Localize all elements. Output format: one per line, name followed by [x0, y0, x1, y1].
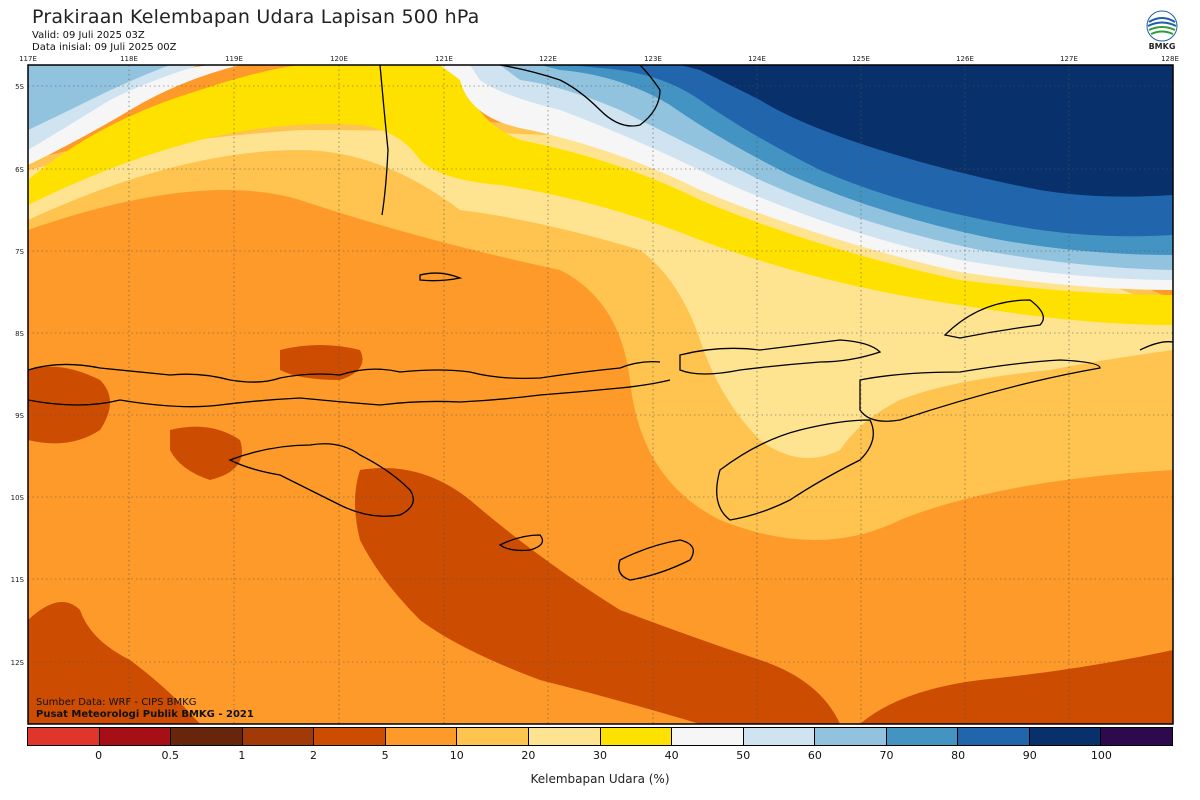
lat-label: 12S	[11, 659, 25, 667]
legend-tick-label: 80	[951, 749, 966, 762]
legend-swatch	[672, 728, 744, 745]
lat-label: 11S	[11, 576, 25, 584]
legend-swatch	[28, 728, 100, 745]
region-lightblue2-left	[28, 65, 170, 130]
legend-swatch	[99, 728, 172, 745]
coast-nusa-tenggara-north	[28, 360, 661, 383]
lon-label: 120E	[330, 55, 348, 63]
legend-swatch	[743, 728, 816, 745]
legend-swatch	[958, 728, 1030, 745]
region-yellow	[28, 65, 1173, 325]
init-time: Data inisial: 09 Juli 2025 00Z	[32, 42, 177, 53]
bmkg-logo-icon	[1146, 10, 1178, 42]
legend-swatch	[600, 728, 673, 745]
legend-tick-label: 100	[1090, 749, 1112, 762]
coast-sawu	[498, 534, 544, 552]
graticule	[28, 65, 1173, 724]
legend-swatch	[314, 728, 386, 745]
lon-label: 125E	[852, 55, 870, 63]
region-darkorange-south	[355, 468, 840, 724]
lat-label: 9S	[15, 412, 24, 420]
lon-label: 127E	[1060, 55, 1078, 63]
legend-tick-label: 50	[736, 749, 751, 762]
organization: Pusat Meteorologi Publik BMKG - 2021	[36, 709, 254, 720]
legend-swatch	[886, 728, 959, 745]
valid-time: Valid: 09 Juli 2025 03Z	[32, 30, 145, 41]
coast-wetar	[943, 299, 1044, 339]
legend-swatch	[385, 728, 458, 745]
legend-tick-label: 60	[807, 749, 822, 762]
legend-tick-label: 90	[1022, 749, 1037, 762]
coastlines	[28, 65, 1173, 581]
legend-swatch	[815, 728, 887, 745]
region-darkorange-patch	[170, 426, 242, 480]
coast-flores-sea-islands	[499, 65, 661, 127]
lat-label: 5S	[15, 83, 24, 91]
lon-label: 126E	[956, 55, 974, 63]
region-darkorange-sw	[28, 602, 200, 724]
legend-label: Kelembapan Udara (%)	[530, 772, 670, 786]
map-frame	[27, 64, 1174, 725]
lon-label: 122E	[539, 55, 557, 63]
lat-label: 7S	[15, 248, 24, 256]
legend-swatch	[528, 728, 601, 745]
legend-swatch	[171, 728, 243, 745]
map-title: Prakiraan Kelembapan Udara Lapisan 500 h…	[32, 6, 480, 28]
region-navy	[680, 65, 1173, 197]
legend-tick-label: 30	[593, 749, 607, 762]
lat-label: 8S	[15, 330, 24, 338]
coast-selayar	[419, 272, 463, 282]
bmkg-logo: BMKG	[1140, 10, 1184, 56]
legend-ticks: 0 0.5 1 2 5 10 20 30 40 50 60 70 80 90 100	[27, 749, 1173, 765]
legend-swatch	[242, 728, 315, 745]
legend-swatch	[457, 728, 529, 745]
legend-tick-label: 0	[95, 749, 103, 762]
longitude-labels: 117E 118E 119E 120E 121E 122E 123E 124E …	[19, 55, 1179, 63]
coast-nusa-tenggara-south	[28, 379, 671, 408]
lon-label: 118E	[120, 55, 138, 63]
legend-swatch	[1029, 728, 1102, 745]
legend-tick-label: 10	[449, 749, 464, 762]
lat-label: 6S	[15, 166, 24, 174]
coast-timor	[716, 419, 874, 521]
coast-timor-outline	[859, 359, 1101, 422]
region-darkorange-lombok	[280, 345, 363, 380]
lon-label: 123E	[644, 55, 662, 63]
legend-tick-label: 1	[238, 749, 246, 762]
legend-tick-label: 40	[664, 749, 679, 762]
coast-flores-east	[679, 339, 882, 375]
lat-label: 10S	[11, 494, 25, 502]
legend-swatch	[1101, 728, 1172, 745]
coast-rote	[618, 539, 694, 581]
legend-tick-label: 0.5	[161, 749, 180, 762]
lon-label: 121E	[435, 55, 453, 63]
latitude-labels: 5S 6S 7S 8S 9S 10S 11S 12S	[11, 83, 25, 667]
coast-babar	[1139, 341, 1173, 351]
region-darkorange-se	[860, 650, 1173, 724]
legend-tick-label: 20	[521, 749, 536, 762]
lon-label: 124E	[748, 55, 766, 63]
data-source: Sumber Data: WRF - CIPS BMKG	[36, 697, 197, 708]
lon-label: 119E	[225, 55, 243, 63]
coast-sulawesi	[379, 65, 389, 216]
logo-text: BMKG	[1148, 42, 1176, 51]
lon-label: 117E	[19, 55, 37, 63]
color-legend	[27, 727, 1173, 746]
legend-tick-label: 70	[879, 749, 894, 762]
coast-sumba	[228, 443, 414, 517]
legend-tick-label: 2	[310, 749, 317, 762]
lon-label: 128E	[1161, 55, 1179, 63]
legend-tick-label: 5	[381, 749, 389, 762]
